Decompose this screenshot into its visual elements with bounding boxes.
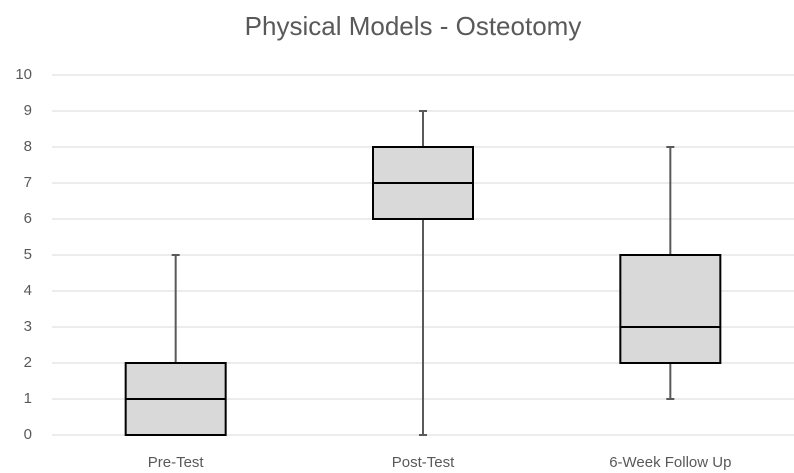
y-tick-label: 9: [24, 102, 32, 119]
y-tick-label: 8: [24, 138, 32, 155]
y-tick-label: 4: [24, 282, 32, 299]
x-tick-label: Post-Test: [392, 454, 455, 471]
y-tick-label: 7: [24, 174, 32, 191]
y-tick-label: 10: [15, 66, 32, 83]
chart-title: Physical Models - Osteotomy: [245, 11, 582, 41]
y-tick-label: 6: [24, 210, 32, 227]
y-tick-label: 0: [24, 426, 32, 443]
x-tick-label: Pre-Test: [148, 454, 205, 471]
x-tick-label: 6-Week Follow Up: [609, 454, 731, 471]
y-tick-label: 1: [24, 390, 32, 407]
y-tick-label: 2: [24, 354, 32, 371]
y-tick-label: 5: [24, 246, 32, 263]
y-tick-label: 3: [24, 318, 32, 335]
box: [619, 254, 722, 364]
